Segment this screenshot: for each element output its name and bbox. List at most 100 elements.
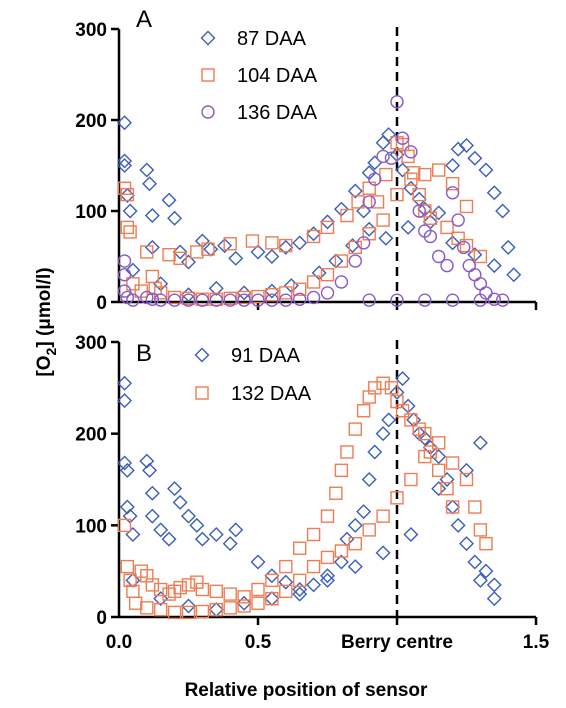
data-point-square (237, 599, 251, 613)
legend-marker-square (201, 68, 215, 82)
data-point-square (418, 426, 432, 441)
data-point-diamond (228, 250, 244, 266)
data-point-circle (495, 293, 510, 307)
data-point-square (173, 251, 187, 266)
data-point-diamond (478, 162, 494, 178)
data-point-square (432, 436, 446, 450)
data-point-square (340, 208, 354, 223)
berry-centre-label: Berry centre (341, 632, 453, 653)
data-point-circle (390, 95, 404, 109)
y-tick-label: 100 (75, 202, 107, 223)
data-point-diamond (381, 412, 397, 428)
data-point-circle (209, 293, 224, 307)
data-point-square (404, 172, 418, 186)
data-point-square (223, 601, 237, 615)
data-point-diamond (139, 162, 155, 178)
data-point-square (265, 573, 279, 588)
data-point-square (120, 220, 135, 235)
data-point-circle (462, 258, 476, 273)
data-point-diamond (172, 494, 188, 510)
data-point-diamond (264, 568, 280, 584)
data-point-diamond (117, 455, 133, 471)
data-point-square (473, 249, 488, 264)
data-point-diamond (395, 371, 411, 387)
data-point-diamond (181, 508, 196, 524)
panel-b: 0 100 200 300 0.0 0.5 1.5 Berry centre 91 DAA 132… (75, 333, 549, 653)
data-point-circle (451, 213, 465, 227)
data-point-square (468, 500, 482, 514)
data-point-diamond (306, 577, 322, 593)
data-point-circle (117, 284, 132, 298)
data-point-square (195, 582, 210, 597)
data-point-diamond (292, 235, 308, 251)
data-point-diamond (119, 499, 135, 515)
data-point-square (251, 582, 265, 597)
data-point-square (418, 449, 432, 464)
data-point-diamond (142, 176, 158, 192)
y-tick-label: 0 (96, 608, 107, 629)
data-point-diamond (142, 462, 158, 478)
data-point-square (459, 238, 474, 253)
data-point-square (181, 605, 196, 620)
data-point-square (334, 463, 349, 478)
data-point-diamond (486, 591, 502, 607)
data-point-circle (376, 149, 390, 164)
data-point-diamond (292, 582, 308, 597)
data-point-diamond (208, 527, 224, 542)
data-point-square (329, 486, 343, 500)
data-point-circle (432, 249, 446, 264)
data-point-square (445, 500, 460, 514)
data-point-square (306, 275, 321, 289)
panel-a: 0 100 200 300 87 DAA 104 DAA 136 DAA A (75, 6, 538, 314)
data-point-circle (412, 204, 426, 218)
data-point-diamond (486, 185, 502, 201)
legend-marker-diamond (200, 30, 216, 46)
data-point-circle (445, 293, 460, 307)
data-point-square (245, 234, 260, 248)
data-point-diamond (403, 180, 419, 196)
data-point-square (140, 601, 154, 615)
data-point-circle (153, 293, 168, 307)
data-point-square (223, 237, 237, 251)
data-point-circle (368, 172, 382, 186)
data-point-circle (487, 292, 501, 306)
data-point-square (320, 550, 335, 565)
data-point-diamond (445, 158, 461, 173)
legend-label: 136 DAA (237, 102, 318, 124)
data-point-diamond (347, 183, 363, 199)
data-point-diamond (450, 141, 466, 157)
data-point-square (251, 596, 265, 610)
data-point-diamond (478, 563, 494, 579)
data-point-diamond (167, 481, 183, 497)
data-point-square (117, 518, 132, 533)
y-tick-label: 200 (75, 111, 107, 132)
data-point-square (390, 491, 404, 505)
data-point-diamond (320, 572, 335, 588)
data-point-diamond (236, 285, 252, 301)
data-point-diamond (445, 235, 461, 251)
data-point-diamond (367, 444, 383, 460)
data-point-diamond (117, 153, 133, 169)
data-point-circle (167, 293, 182, 307)
data-point-diamond (222, 536, 238, 552)
data-point-square (334, 254, 349, 268)
legend-marker-square (195, 386, 209, 400)
data-point-diamond (117, 393, 133, 409)
data-point-square (306, 559, 321, 574)
data-point-square (265, 591, 279, 606)
data-point-diamond (400, 219, 416, 235)
data-point-diamond (431, 449, 447, 465)
x-tick-label: 0.0 (106, 632, 132, 653)
data-point-square (306, 527, 321, 542)
data-point-diamond (264, 591, 280, 607)
data-point-diamond (189, 517, 205, 533)
data-point-square (167, 605, 182, 620)
data-point-square (370, 195, 385, 209)
data-point-diamond (395, 162, 411, 178)
data-point-diamond (403, 527, 419, 542)
data-point-circle (117, 268, 132, 282)
legend-label: 104 DAA (237, 65, 318, 87)
data-point-diamond (459, 536, 474, 552)
data-point-circle (117, 254, 132, 268)
data-point-square (479, 536, 493, 551)
